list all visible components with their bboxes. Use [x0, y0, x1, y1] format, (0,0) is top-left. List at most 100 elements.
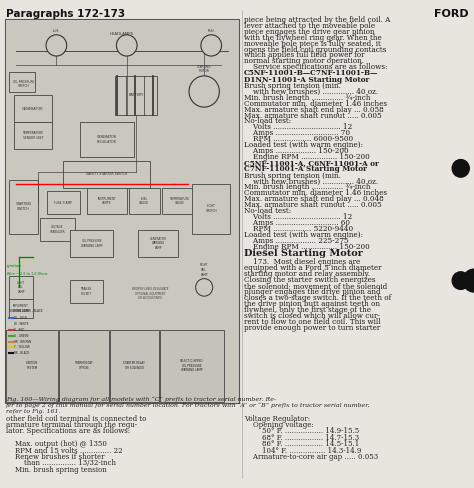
Text: BK - BLACK: BK - BLACK: [14, 351, 29, 355]
Text: Wire ~ 1.5 to 1.6 Ohms: Wire ~ 1.5 to 1.6 Ohms: [7, 272, 47, 276]
Text: SAFETY STARTER SWITCH: SAFETY STARTER SWITCH: [86, 172, 128, 176]
Text: other field coil terminal is connected to: other field coil terminal is connected t…: [6, 415, 146, 423]
Text: Commutator min. diameter 1.46 inches: Commutator min. diameter 1.46 inches: [244, 100, 387, 107]
Bar: [80, 122, 134, 157]
Text: Max. armature shaft runout ..... 0.005: Max. armature shaft runout ..... 0.005: [244, 111, 382, 120]
Text: TEMPERATURE
GAUGE: TEMPERATURE GAUGE: [170, 197, 190, 205]
Text: Y - YELLOW: Y - YELLOW: [14, 346, 30, 349]
Text: FUSE 9 AMP: FUSE 9 AMP: [55, 201, 73, 205]
Bar: [14, 122, 52, 149]
Text: IGNITION
SYSTEM: IGNITION SYSTEM: [26, 361, 38, 370]
Text: Voltage Regulator:: Voltage Regulator:: [244, 415, 310, 423]
Text: Fig. 160—Wiring diagram for all models with “C” prefix to tractor serial number.: Fig. 160—Wiring diagram for all models w…: [6, 396, 276, 402]
Text: the solenoid; movement of the solenoid: the solenoid; movement of the solenoid: [244, 282, 387, 290]
Text: BROKEN LINES DESIGNATE
OPTIONAL EQUIPMENT
OR ACCESSORIES: BROKEN LINES DESIGNATE OPTIONAL EQUIPMEN…: [132, 286, 168, 300]
Text: THERMOSTAT
OPTION: THERMOSTAT OPTION: [74, 361, 93, 370]
Text: RPM and 15 volts .............. 22: RPM and 15 volts .............. 22: [6, 447, 122, 454]
Circle shape: [46, 35, 67, 56]
Text: piece engages the drive gear pinion: piece engages the drive gear pinion: [244, 27, 375, 36]
Bar: [71, 230, 113, 257]
Text: 68° F. ................. 14.7-15.3: 68° F. ................. 14.7-15.3: [244, 434, 359, 442]
Text: Opening voltage:: Opening voltage:: [244, 421, 314, 429]
Text: RPM ................. 5220-9440: RPM ................. 5220-9440: [244, 225, 353, 233]
Text: opens the field coil grounding contacts: opens the field coil grounding contacts: [244, 45, 386, 54]
Bar: [40, 218, 75, 241]
Text: R.H.: R.H.: [207, 29, 215, 33]
Text: Amps .................. 150-200: Amps .................. 150-200: [244, 147, 349, 155]
Text: which applies full field power for: which applies full field power for: [244, 51, 365, 60]
Text: OIL PRESSURE
SWITCH: OIL PRESSURE SWITCH: [13, 80, 34, 88]
Text: HEADLAMPS: HEADLAMPS: [110, 32, 134, 36]
Text: FORD: FORD: [434, 9, 468, 19]
Bar: [160, 329, 224, 402]
Bar: [129, 187, 160, 214]
Text: Min. brush spring tension: Min. brush spring tension: [6, 466, 107, 473]
Text: Volts .............................. 12: Volts .............................. 12: [244, 213, 352, 222]
Bar: [138, 230, 178, 257]
Text: No-load test:: No-load test:: [244, 118, 292, 125]
Text: SELECT-O-SPEED
OIL PRESSURE
WARNING LAMP: SELECT-O-SPEED OIL PRESSURE WARNING LAMP: [180, 359, 204, 372]
Bar: [9, 299, 33, 318]
Text: IMPLEMENT
WORK LAMP: IMPLEMENT WORK LAMP: [13, 304, 29, 313]
Bar: [192, 183, 230, 234]
Text: Commutator min. diameter 1.46 inches: Commutator min. diameter 1.46 inches: [244, 189, 387, 198]
Text: closes a two-stage switch. If the teeth of: closes a two-stage switch. If the teeth …: [244, 294, 392, 302]
Text: Min. brush length .............. ¾-inch: Min. brush length .............. ¾-inch: [244, 183, 371, 191]
Text: 173.  Most diesel engines are: 173. Most diesel engines are: [244, 258, 360, 266]
Circle shape: [196, 279, 213, 296]
Text: Diesel Starting Motor: Diesel Starting Motor: [244, 249, 363, 258]
Text: piece being attracted by the field coil. A: piece being attracted by the field coil.…: [244, 16, 391, 23]
Text: GENERATOR
WARNING
LAMP: GENERATOR WARNING LAMP: [150, 237, 167, 250]
Text: R - RED: R - RED: [14, 328, 25, 332]
Text: STARTING
SWITCH: STARTING SWITCH: [16, 203, 32, 211]
Bar: [6, 20, 238, 401]
Text: BR - BROWN: BR - BROWN: [14, 340, 31, 344]
Text: fer to page 2 of this manual for serial number location. For tractors with “A” o: fer to page 2 of this manual for serial …: [6, 403, 370, 408]
Text: D1NN-11001-A Starting Motor: D1NN-11001-A Starting Motor: [244, 76, 370, 83]
Bar: [109, 329, 159, 402]
Text: Engine RPM ................ 150-200: Engine RPM ................ 150-200: [244, 153, 370, 162]
Text: GROUND WIRES - BLACK: GROUND WIRES - BLACK: [9, 309, 43, 313]
Text: RIGHT
TAIL
LAMP: RIGHT TAIL LAMP: [200, 264, 209, 277]
Text: with new brushes) .............. 40 oz.: with new brushes) .............. 40 oz.: [244, 178, 378, 185]
Text: armature terminal through the regu-: armature terminal through the regu-: [6, 421, 137, 429]
Text: No-load test:: No-load test:: [244, 207, 292, 215]
Circle shape: [452, 160, 469, 177]
Text: W - WHITE: W - WHITE: [14, 322, 28, 326]
Bar: [115, 76, 157, 115]
Text: GENERATOR
REGULATOR: GENERATOR REGULATOR: [97, 135, 117, 144]
Text: Min. brush length .............. ¾-inch: Min. brush length .............. ¾-inch: [244, 94, 371, 102]
Text: Max. armature shaft end play ... 0.048: Max. armature shaft end play ... 0.048: [244, 195, 384, 203]
Text: moveable pole piece is fully seated, it: moveable pole piece is fully seated, it: [244, 40, 381, 47]
Text: Max. armature shaft runout ..... 0.005: Max. armature shaft runout ..... 0.005: [244, 202, 382, 209]
Text: Armature-to-core air gap ..... 0.053: Armature-to-core air gap ..... 0.053: [244, 453, 378, 461]
Text: Loaded test (with warm engine):: Loaded test (with warm engine):: [244, 231, 363, 239]
Circle shape: [452, 272, 469, 289]
Text: Brush spring tension (min.: Brush spring tension (min.: [244, 81, 341, 90]
Text: with the flywheel ring gear. When the: with the flywheel ring gear. When the: [244, 34, 382, 41]
Text: 86° F. ................. 14.5-15.1: 86° F. ................. 14.5-15.1: [244, 440, 359, 448]
Text: Loaded test (with warm engine):: Loaded test (with warm engine):: [244, 142, 363, 149]
Text: C7NF-11001-A Starting Motor: C7NF-11001-A Starting Motor: [244, 165, 367, 173]
Text: 104° F. ................ 14.3-14.9: 104° F. ................ 14.3-14.9: [244, 447, 362, 454]
Text: G - GREEN: G - GREEN: [14, 334, 28, 338]
Text: normal starting motor operation.: normal starting motor operation.: [244, 58, 364, 65]
Text: Amps ............................ 60: Amps ............................ 60: [244, 219, 350, 227]
Circle shape: [189, 76, 219, 107]
Text: OIL PRESSURE
WARNING LAMP: OIL PRESSURE WARNING LAMP: [81, 239, 102, 247]
Circle shape: [117, 35, 137, 56]
Text: lator. Specifications are as follows:: lator. Specifications are as follows:: [6, 427, 130, 435]
Text: than ............... 13/32-inch: than ............... 13/32-inch: [6, 459, 116, 467]
Text: RPM ................. 6000-9500: RPM ................. 6000-9500: [244, 135, 353, 143]
Text: plunger engages the drive pinion and: plunger engages the drive pinion and: [244, 288, 381, 296]
Text: STARTER RELAY
OR SOLENOID: STARTER RELAY OR SOLENOID: [124, 361, 146, 370]
Bar: [9, 180, 37, 234]
Text: Engine RPM ................ 150-200: Engine RPM ................ 150-200: [244, 243, 370, 251]
Text: switch is closed which will allow cur-: switch is closed which will allow cur-: [244, 312, 380, 320]
Text: GENERATOR: GENERATOR: [22, 107, 44, 111]
Wedge shape: [463, 269, 474, 292]
Text: Volts .............................. 12: Volts .............................. 12: [244, 123, 352, 131]
Bar: [14, 95, 52, 122]
Text: TEMPERATURE
SENDER UNIT: TEMPERATURE SENDER UNIT: [22, 131, 44, 140]
Text: ignition: ignition: [7, 264, 22, 268]
